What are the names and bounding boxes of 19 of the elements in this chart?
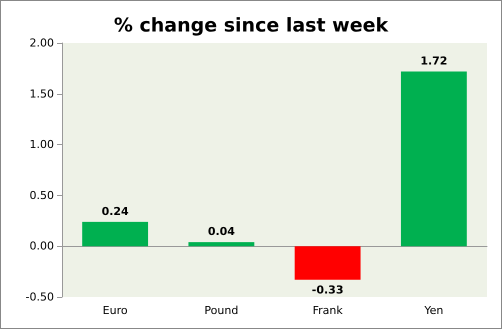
data-label: 0.24 [102,204,130,218]
bar [188,242,254,246]
y-tick-label: 0.00 [30,240,54,253]
data-label: -0.33 [312,284,344,297]
bar [82,222,148,246]
bar [294,246,361,280]
x-tick-label: Euro [102,304,128,317]
y-tick-label: 0.50 [30,188,54,202]
data-label: 1.72 [420,54,448,68]
y-tick-label: -0.50 [26,290,54,304]
chart-title: % change since last week [114,14,389,36]
y-tick-label: 1.00 [30,138,54,152]
y-tick-label: 1.50 [30,87,54,100]
x-tick-label: Yen [423,304,444,317]
data-label: 0.04 [208,225,236,238]
x-tick-label: Frank [312,304,344,317]
x-tick-label: Pound [204,304,238,317]
bar [400,71,467,246]
y-tick-label: 2.00 [30,36,54,50]
